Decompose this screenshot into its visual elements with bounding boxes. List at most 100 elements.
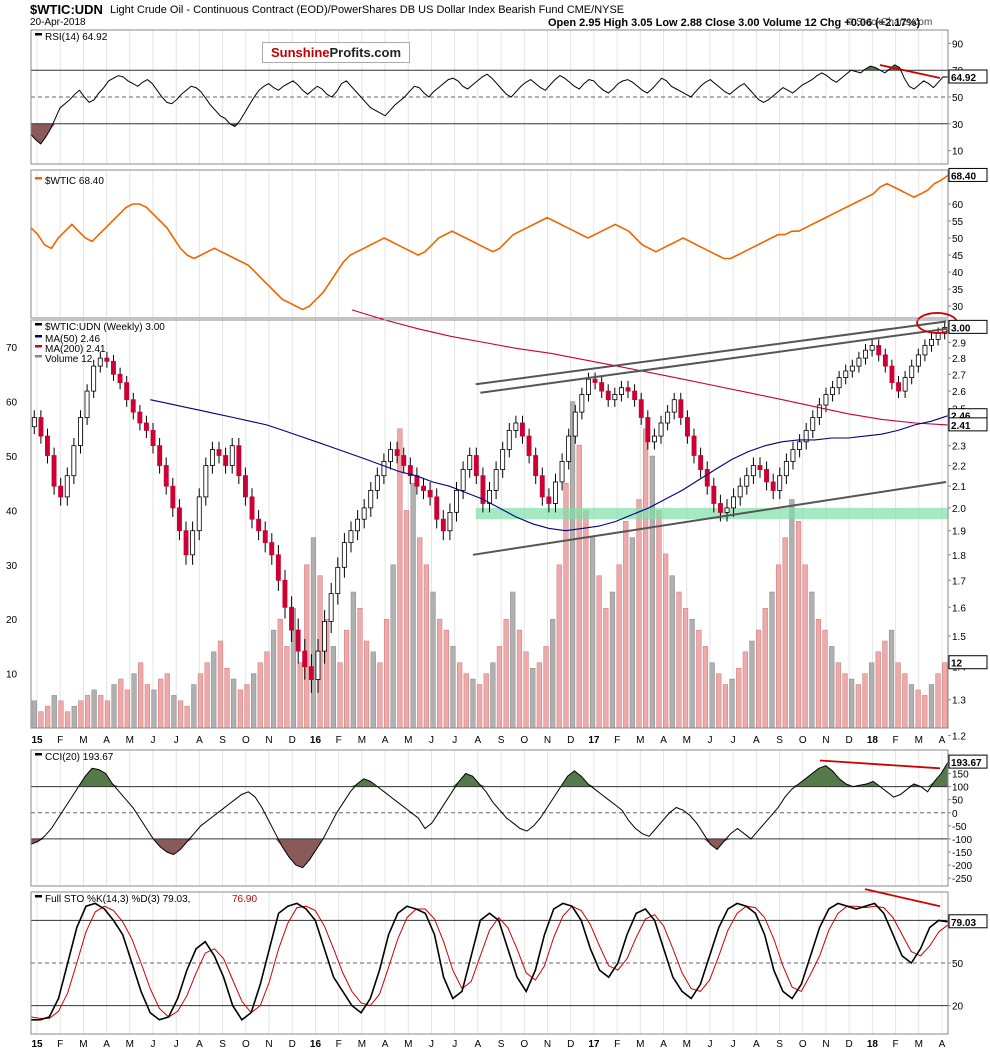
volume-bar (403, 510, 410, 729)
x-axis-label-bottom: N (822, 1039, 829, 1050)
volume-bar (829, 646, 835, 729)
volume-bar (795, 521, 802, 729)
volume-tick-label: 70 (6, 343, 18, 354)
price-candle (526, 435, 532, 456)
wtic-tick-label: 40 (952, 268, 964, 279)
price-tick-label: 1.6 (952, 603, 966, 614)
price-value-label: 3.00 (951, 323, 971, 334)
price-candle (632, 390, 638, 401)
price-candle (652, 435, 657, 443)
volume-bar (463, 673, 469, 729)
wtic-tick-label: 30 (952, 302, 964, 313)
volume-bar (609, 591, 616, 729)
price-candle (685, 417, 690, 437)
volume-bar (390, 564, 396, 729)
volume-bar (430, 591, 436, 729)
volume-bar (550, 618, 556, 729)
volume-bar (882, 640, 888, 729)
price-candle (143, 422, 149, 431)
volume-bar (124, 689, 130, 729)
price-tick-label: 2.9 (952, 338, 966, 349)
volume-bar (443, 629, 449, 729)
cci-value-label: 193.67 (951, 758, 982, 769)
price-candle (401, 455, 407, 466)
x-axis-label: M (404, 735, 412, 746)
volume-bar (51, 695, 57, 729)
stoch-d-line (30, 905, 949, 1019)
volume-bar (231, 678, 237, 729)
x-axis-label-bottom: 18 (867, 1039, 879, 1050)
price-candle (434, 496, 440, 520)
price-candle (625, 387, 631, 392)
volume-tick-label: 50 (6, 452, 18, 463)
volume-bar (330, 646, 336, 729)
volume-bar (789, 499, 795, 729)
price-candle (421, 485, 426, 491)
x-axis-label: O (242, 735, 250, 746)
price-candle (830, 387, 835, 396)
volume-bar (729, 678, 735, 729)
chart-symbol: $WTIC:UDN (30, 2, 103, 17)
price-candle (104, 357, 110, 362)
volume-bar (589, 537, 596, 729)
volume-bar (722, 684, 729, 729)
x-axis-label: J (731, 735, 736, 746)
price-candle (619, 387, 624, 396)
volume-bar (91, 689, 97, 729)
channel-upper-line-a (475, 320, 947, 386)
rsi-value-label-box (948, 69, 988, 84)
x-axis-label-bottom: M (126, 1039, 134, 1050)
x-axis-label-bottom: M (683, 1039, 691, 1050)
x-axis-label-bottom: 15 (31, 1039, 43, 1050)
price-candle (440, 518, 446, 532)
cci-tick-label: -150 (952, 848, 972, 859)
volume-bar (197, 673, 204, 729)
x-axis-label-bottom: D (567, 1039, 574, 1050)
x-axis-label-bottom: O (799, 1039, 807, 1050)
volume-bar (297, 662, 303, 729)
wtic-legend: $WTIC 68.40 (45, 176, 104, 187)
cci-line (30, 761, 949, 869)
x-axis-label-bottom: A (382, 1039, 389, 1050)
cci-tick-label: 50 (952, 796, 964, 807)
price-candle (203, 465, 209, 498)
price-candle (473, 455, 479, 477)
volume-bar (257, 662, 263, 729)
price-candle (553, 481, 558, 504)
volume-bar (656, 510, 662, 729)
rsi-tick-label: 90 (952, 39, 964, 50)
cci-legend: CCI(20) 193.67 (45, 752, 114, 763)
volume-bar (842, 673, 848, 729)
volume-tick-label: 30 (6, 561, 18, 572)
volume-bar (144, 684, 150, 729)
rsi-tick-label: 10 (952, 147, 964, 158)
price-legend-swatch (35, 323, 42, 326)
price-candle (731, 496, 736, 509)
price-candle (480, 475, 486, 504)
x-axis-label: D (567, 735, 574, 746)
volume-bar (310, 537, 317, 729)
volume-bar (38, 711, 44, 729)
price-candle (757, 465, 763, 470)
x-axis-label-bottom: 16 (310, 1039, 322, 1050)
price-candle (262, 530, 268, 544)
x-axis-label: D (289, 735, 296, 746)
volume-bar (483, 673, 489, 729)
x-axis-label-bottom: N (544, 1039, 551, 1050)
price-candle (216, 449, 222, 456)
price-candle (361, 507, 367, 520)
wtic-tick-label: 60 (952, 200, 964, 211)
x-axis-label: M (126, 735, 134, 746)
price-tick-label: 1.2 (952, 731, 966, 742)
price-candle (691, 435, 697, 456)
price-candle (196, 496, 202, 532)
volume-bar (769, 591, 775, 729)
volume-bar (902, 673, 908, 729)
volume-bar (603, 608, 609, 729)
volume-bar (862, 673, 868, 729)
price-candle (335, 567, 341, 595)
x-axis-label-bottom: A (475, 1039, 482, 1050)
price-candle (638, 399, 644, 418)
volume-bar (616, 564, 622, 729)
price-candle (605, 390, 611, 401)
